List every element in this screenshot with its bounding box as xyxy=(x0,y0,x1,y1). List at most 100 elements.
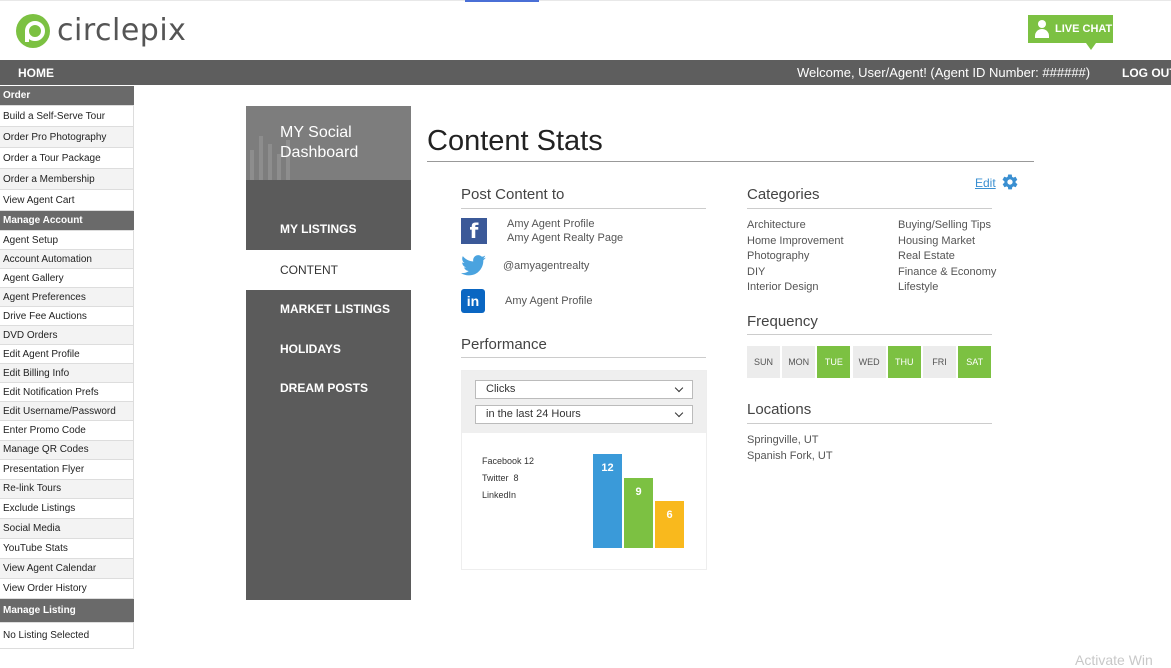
gear-icon[interactable] xyxy=(1001,173,1019,191)
performance-title: Performance xyxy=(461,336,547,353)
sidebar-item-build-a-self-serve-tour[interactable]: Build a Self-Serve Tour xyxy=(0,106,134,127)
nav-home-link[interactable]: HOME xyxy=(18,66,54,80)
performance-panel: Clicks in the last 24 Hours Facebook 12 … xyxy=(461,370,707,570)
category-housing-market[interactable]: Housing Market xyxy=(898,234,976,247)
sidebar-item-enter-promo-code[interactable]: Enter Promo Code xyxy=(0,421,134,441)
sidebar-item-agent-setup[interactable]: Agent Setup xyxy=(0,231,134,250)
sidebar-item-youtube-stats[interactable]: YouTube Stats xyxy=(0,538,134,559)
sidebar-item-order-a-membership[interactable]: Order a Membership xyxy=(0,169,134,190)
frequency-divider xyxy=(747,334,992,335)
legend-facebook: Facebook 12 xyxy=(482,456,535,466)
sidebar-item-order-pro-photography[interactable]: Order Pro Photography xyxy=(0,127,134,148)
sidebar-item-order-a-tour-package[interactable]: Order a Tour Package xyxy=(0,148,134,169)
dashboard-title: MY Social Dashboard xyxy=(280,124,359,161)
circlepix-logo-icon xyxy=(16,13,50,48)
category-finance-economy[interactable]: Finance & Economy xyxy=(898,265,997,278)
chart-bar-value-label: 12 xyxy=(601,462,614,474)
activate-windows-watermark: Activate Win xyxy=(1075,652,1153,668)
sidebar-item-exclude-listings[interactable]: Exclude Listings xyxy=(0,499,134,519)
dashboard-header: MY Social Dashboard xyxy=(246,106,411,180)
circlepix-logo[interactable]: circlepix xyxy=(16,13,186,48)
dashboard-nav-market-listings[interactable]: MARKET LISTINGS xyxy=(280,302,390,316)
dashboard-nav-holidays[interactable]: HOLIDAYS xyxy=(280,342,341,356)
page-title: Content Stats xyxy=(427,125,603,157)
day-toggle-mon[interactable]: MON xyxy=(782,346,816,378)
day-toggle-fri[interactable]: FRI xyxy=(923,346,956,378)
edit-link[interactable]: Edit xyxy=(975,176,996,190)
facebook-icon: f xyxy=(461,218,487,244)
sidebar-item-agent-preferences[interactable]: Agent Preferences xyxy=(0,288,134,307)
dashboard-nav-dream-posts[interactable]: DREAM POSTS xyxy=(280,381,369,395)
category-diy[interactable]: DIY xyxy=(747,265,766,278)
category-photography[interactable]: Photography xyxy=(747,250,810,262)
top-border xyxy=(0,0,1171,1)
facebook-account-1: Amy Agent Profile xyxy=(507,218,595,230)
sidebar-item-edit-agent-profile[interactable]: Edit Agent Profile xyxy=(0,345,134,364)
sidebar-item-no-listing-selected[interactable]: No Listing Selected xyxy=(0,622,134,649)
post-content-divider xyxy=(461,208,706,209)
sidebar-item-account-automation[interactable]: Account Automation xyxy=(0,250,134,269)
top-navbar: HOME Welcome, User/Agent! (Agent ID Numb… xyxy=(0,60,1171,85)
time-range-select[interactable]: in the last 24 Hours xyxy=(475,405,693,424)
twitter-row[interactable]: @amyagentrealty xyxy=(461,253,589,279)
location-item: Springville, UT xyxy=(747,434,819,446)
left-sidebar: Order Build a Self-Serve Tour Order Pro P… xyxy=(0,86,134,649)
categories-title: Categories xyxy=(747,186,820,203)
linkedin-icon: in xyxy=(461,289,485,313)
bars-decoration-icon xyxy=(250,136,290,180)
day-toggle-wed[interactable]: WED xyxy=(852,346,886,378)
location-item: Spanish Fork, UT xyxy=(747,450,833,462)
logout-link[interactable]: LOG OUT xyxy=(1122,66,1171,80)
legend-twitter: Twitter 8 xyxy=(482,473,519,483)
live-chat-button[interactable]: LIVE CHAT xyxy=(1028,15,1113,43)
sidebar-header-manage-listing: Manage Listing xyxy=(0,598,134,623)
sidebar-item-social-media[interactable]: Social Media xyxy=(0,518,134,539)
frequency-title: Frequency xyxy=(747,313,818,330)
person-icon xyxy=(1034,20,1050,38)
legend-linkedin: LinkedIn xyxy=(482,490,517,500)
category-buying-selling-tips[interactable]: Buying/Selling Tips xyxy=(898,219,991,231)
chat-bubble-tail xyxy=(1086,43,1096,50)
live-chat-label: LIVE CHAT xyxy=(1055,23,1113,35)
sidebar-item-agent-gallery[interactable]: Agent Gallery xyxy=(0,269,134,288)
chart-bar-twitter: 9 xyxy=(624,477,653,548)
sidebar-item-edit-username-password[interactable]: Edit Username/Password xyxy=(0,402,134,421)
category-home-improvement[interactable]: Home Improvement xyxy=(747,234,844,247)
category-interior-design[interactable]: Interior Design xyxy=(747,281,819,293)
facebook-row[interactable]: f Amy Agent Profile Amy Agent Realty Pag… xyxy=(461,217,623,245)
metric-select[interactable]: Clicks xyxy=(475,380,693,399)
dashboard-nav-my-listings[interactable]: MY LISTINGS xyxy=(280,222,357,236)
sidebar-header-manage-account: Manage Account xyxy=(0,211,134,231)
category-real-estate[interactable]: Real Estate xyxy=(898,250,955,262)
sidebar-item-dvd-orders[interactable]: DVD Orders xyxy=(0,326,134,345)
sidebar-item-edit-notification-prefs[interactable]: Edit Notification Prefs xyxy=(0,383,134,402)
browser-accent xyxy=(465,0,539,2)
categories-divider xyxy=(747,208,992,209)
day-toggle-sat[interactable]: SAT xyxy=(958,346,992,378)
locations-title: Locations xyxy=(747,401,812,418)
sidebar-header-order: Order xyxy=(0,86,134,106)
sidebar-item-view-agent-cart[interactable]: View Agent Cart xyxy=(0,190,134,211)
chart-bar-facebook: 12 xyxy=(593,454,622,548)
sidebar-item-view-order-history[interactable]: View Order History xyxy=(0,578,134,599)
dashboard-nav-content[interactable]: CONTENT xyxy=(246,250,411,290)
performance-divider xyxy=(461,357,706,358)
title-divider xyxy=(427,161,1034,162)
social-dashboard-panel: MY Social Dashboard MY LISTINGS CONTENT MA… xyxy=(246,106,411,600)
welcome-message: Welcome, User/Agent! (Agent ID Number: #… xyxy=(797,65,1091,80)
sidebar-item-view-agent-calendar[interactable]: View Agent Calendar xyxy=(0,558,134,579)
day-toggle-thu[interactable]: THU xyxy=(887,346,921,378)
category-lifestyle[interactable]: Lifestyle xyxy=(898,281,939,293)
day-toggle-tue[interactable]: TUE xyxy=(817,346,851,378)
sidebar-item-re-link-tours[interactable]: Re-link Tours xyxy=(0,479,134,499)
category-architecture[interactable]: Architecture xyxy=(747,219,806,231)
sidebar-item-presentation-flyer[interactable]: Presentation Flyer xyxy=(0,460,134,480)
sidebar-item-drive-fee-auctions[interactable]: Drive Fee Auctions xyxy=(0,307,134,326)
chart-bar-value-label: 9 xyxy=(635,485,642,498)
facebook-account-2: Amy Agent Realty Page xyxy=(507,232,624,244)
sidebar-item-manage-qr-codes[interactable]: Manage QR Codes xyxy=(0,440,134,460)
locations-divider xyxy=(747,423,992,424)
linkedin-row[interactable]: in Amy Agent Profile xyxy=(461,289,592,313)
sidebar-item-edit-billing-info[interactable]: Edit Billing Info xyxy=(0,364,134,383)
day-toggle-sun[interactable]: SUN xyxy=(747,346,780,378)
